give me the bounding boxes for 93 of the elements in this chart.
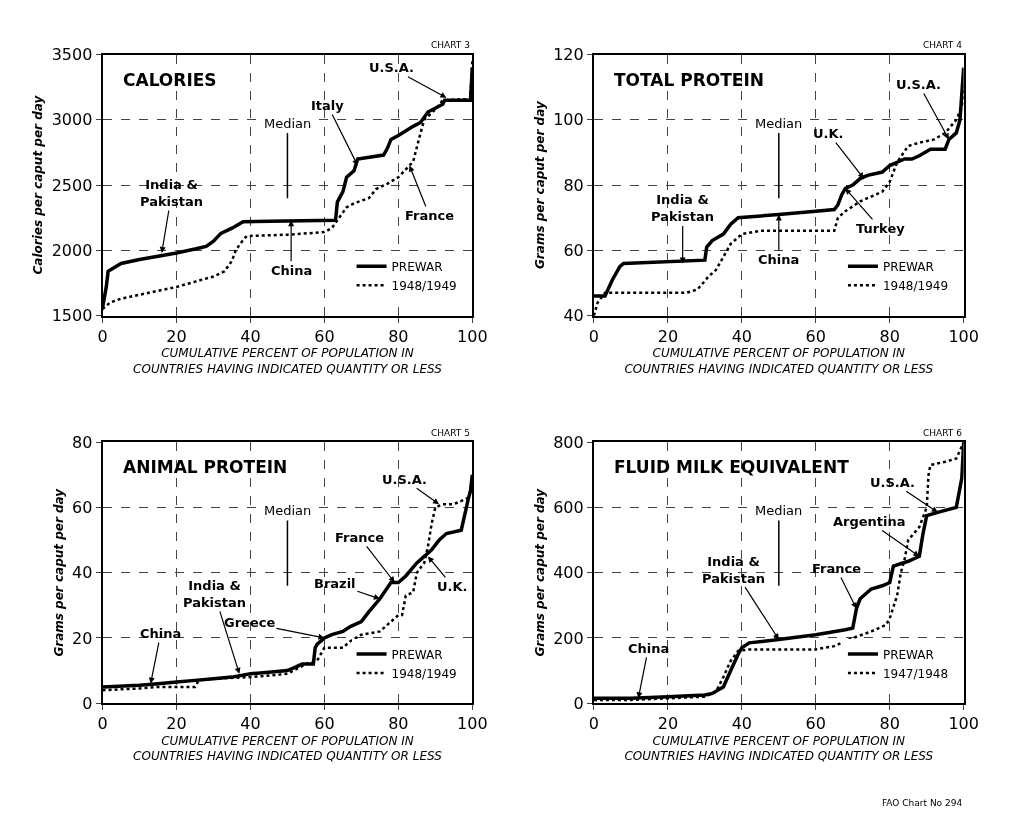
legend-label: PREWAR — [391, 259, 443, 274]
legend-label: 1948/1949 — [391, 666, 457, 681]
x-tick-label: 100 — [457, 714, 488, 734]
y-tick-label: 80 — [72, 432, 93, 452]
y-tick-label: 20 — [72, 628, 93, 648]
text: FLUID MILK EQUIVALENT — [614, 457, 850, 477]
ref-line-label: Median — [264, 503, 312, 518]
x-tick-label: 40 — [240, 714, 261, 734]
y-tick-label: 0 — [82, 693, 93, 713]
annotation: Argentina — [833, 514, 906, 529]
x-tick-label: 60 — [805, 326, 826, 346]
x-tick-label: 0 — [588, 714, 600, 734]
text: CALORIES — [123, 70, 217, 90]
annotation: U.S.A. — [382, 472, 428, 487]
y-tick-label: 800 — [553, 432, 584, 452]
x-axis-title: CUMULATIVE PERCENT OF POPULATION IN COUNTRIES HAVING INDICATED QUANTITY OR LESS — [133, 733, 443, 764]
y-tick-label: 3000 — [51, 110, 93, 130]
annotation: India & Pakistan — [183, 578, 247, 610]
x-tick-label: 0 — [97, 326, 108, 346]
y-axis-title: Calories per caput per day — [31, 94, 46, 275]
x-tick-label: 60 — [314, 326, 335, 346]
y-tick-label: 2500 — [51, 175, 93, 195]
y-tick-label: 40 — [72, 563, 93, 583]
x-tick-label: 40 — [731, 326, 753, 346]
x-tick-label: 100 — [457, 326, 488, 346]
y-tick-label: 600 — [553, 498, 584, 518]
y-tick-label: 2000 — [51, 240, 93, 260]
y-tick-label: 60 — [72, 498, 93, 518]
legend-label: PREWAR — [882, 259, 934, 274]
legend-label: PREWAR — [391, 647, 443, 662]
text: TOTAL PROTEIN — [614, 70, 764, 90]
annotation: China — [758, 252, 800, 267]
x-tick-label: 40 — [731, 714, 753, 734]
y-tick-label: 1500 — [51, 306, 93, 326]
x-axis-title: CUMULATIVE PERCENT OF POPULATION IN COUNTRIES HAVING INDICATED QUANTITY OR LESS — [624, 346, 934, 376]
y-tick-label: 200 — [553, 628, 584, 648]
x-tick-label: 80 — [879, 326, 900, 346]
x-tick-label: 100 — [948, 714, 979, 734]
ref-line-label: Median — [264, 116, 312, 131]
text: ANIMAL PROTEIN — [123, 457, 288, 477]
y-tick-label: 120 — [553, 45, 584, 65]
caption: CHART 3 — [431, 40, 470, 50]
x-axis-title: CUMULATIVE PERCENT OF POPULATION IN COUNTRIES HAVING INDICATED QUANTITY OR LESS — [133, 346, 443, 376]
legend-label: 1948/1949 — [882, 278, 949, 293]
caption: CHART 6 — [923, 428, 963, 438]
annotation: U.S.A. — [369, 60, 415, 75]
y-axis-title: Grams per caput per day — [532, 100, 547, 269]
x-tick-label: 80 — [388, 326, 409, 346]
y-tick-label: 60 — [563, 240, 584, 260]
annotation: India & Pakistan — [702, 554, 766, 586]
caption: CHART 5 — [431, 428, 470, 438]
text: FAO Chart No 294 — [882, 798, 963, 808]
annotation: China — [271, 263, 313, 278]
annotation: U.S.A. — [896, 77, 942, 92]
x-tick-label: 0 — [588, 326, 600, 346]
legend-label: 1948/1949 — [391, 278, 457, 293]
y-axis-title: Grams per caput per day — [532, 487, 547, 657]
y-tick-label: 400 — [553, 563, 584, 583]
caption: CHART 4 — [923, 40, 963, 50]
annotation: U.K. — [437, 579, 468, 594]
x-tick-label: 40 — [240, 326, 261, 346]
y-tick-label: 40 — [563, 306, 584, 326]
x-axis-title: CUMULATIVE PERCENT OF POPULATION IN COUNTRIES HAVING INDICATED QUANTITY OR LESS — [624, 733, 934, 764]
annotation: China — [628, 641, 670, 656]
legend-label: 1947/1948 — [882, 666, 949, 681]
legend-label: PREWAR — [882, 647, 934, 662]
annotation: India & Pakistan — [651, 192, 715, 224]
x-tick-label: 60 — [805, 714, 826, 734]
annotation: China — [140, 626, 182, 641]
annotation: U.K. — [813, 126, 844, 141]
x-tick-label: 100 — [948, 326, 979, 346]
y-axis-title: Grams per caput per day — [51, 487, 66, 657]
x-tick-label: 20 — [657, 326, 679, 346]
annotation: France — [812, 561, 862, 576]
annotation: Italy — [311, 98, 345, 113]
annotation: France — [405, 208, 455, 223]
annotation: France — [335, 530, 385, 545]
y-tick-label: 3500 — [51, 45, 93, 65]
x-tick-label: 60 — [314, 714, 335, 734]
x-tick-label: 20 — [166, 714, 187, 734]
annotation: Turkey — [856, 221, 906, 236]
annotation: Greece — [224, 615, 276, 630]
ref-line-label: Median — [755, 116, 803, 131]
ref-line-label: Median — [755, 503, 803, 518]
annotation: Brazil — [314, 576, 356, 591]
y-tick-label: 100 — [553, 110, 584, 130]
x-tick-label: 20 — [166, 326, 187, 346]
x-tick-label: 80 — [879, 714, 900, 734]
x-tick-label: 0 — [97, 714, 108, 734]
y-tick-label: 80 — [563, 175, 584, 195]
x-tick-label: 20 — [657, 714, 679, 734]
y-tick-label: 0 — [573, 693, 584, 713]
x-tick-label: 80 — [388, 714, 409, 734]
